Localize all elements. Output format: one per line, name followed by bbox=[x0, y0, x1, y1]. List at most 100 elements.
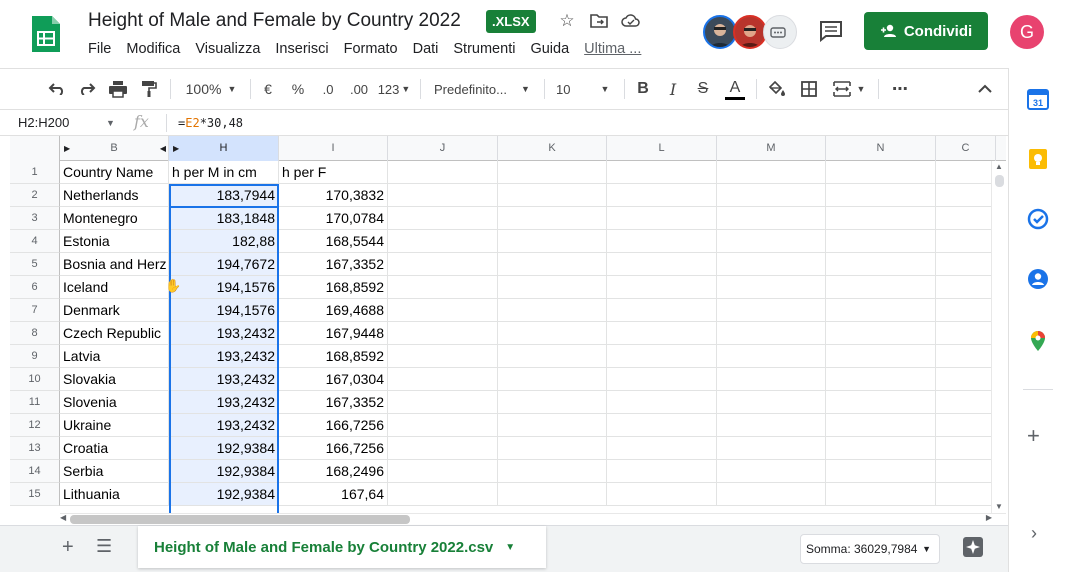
collaborator-avatar[interactable] bbox=[733, 15, 767, 49]
empty-cell[interactable] bbox=[607, 483, 717, 506]
chevron-right-icon[interactable]: › bbox=[1031, 523, 1037, 543]
empty-cell[interactable] bbox=[936, 483, 996, 506]
more-collaborators-icon[interactable] bbox=[763, 15, 797, 49]
empty-cell[interactable] bbox=[388, 161, 498, 184]
account-avatar[interactable]: G bbox=[1010, 15, 1044, 49]
row-header[interactable]: 6 bbox=[10, 276, 60, 299]
scroll-left-arrow-icon[interactable]: ◀ bbox=[60, 513, 67, 522]
row-header[interactable]: 7 bbox=[10, 299, 60, 322]
row-header[interactable]: 4 bbox=[10, 230, 60, 253]
menu-help[interactable]: Guida bbox=[530, 41, 570, 57]
empty-cell[interactable] bbox=[936, 322, 996, 345]
merge-cells-select[interactable]: ▼ bbox=[828, 76, 870, 102]
cell-female-height[interactable]: 170,3832 bbox=[279, 184, 388, 207]
empty-cell[interactable] bbox=[607, 184, 717, 207]
empty-cell[interactable] bbox=[607, 414, 717, 437]
empty-cell[interactable] bbox=[826, 299, 936, 322]
empty-cell[interactable] bbox=[717, 207, 826, 230]
column-header-o[interactable]: C bbox=[936, 136, 996, 161]
empty-cell[interactable] bbox=[498, 345, 607, 368]
hidden-columns-arrow-icon[interactable]: ▶ bbox=[173, 144, 180, 153]
last-edit-link[interactable]: Ultima ... bbox=[584, 41, 642, 57]
cell-male-height[interactable]: 192,9384 bbox=[169, 460, 279, 483]
tasks-icon[interactable] bbox=[1027, 208, 1049, 230]
cell-female-height[interactable]: 168,8592 bbox=[279, 276, 388, 299]
empty-cell[interactable] bbox=[498, 322, 607, 345]
cell-country[interactable]: Slovenia bbox=[60, 391, 169, 414]
cell-male-height[interactable]: 182,88 bbox=[169, 230, 279, 253]
empty-cell[interactable] bbox=[936, 368, 996, 391]
empty-cell[interactable] bbox=[826, 230, 936, 253]
empty-cell[interactable] bbox=[826, 276, 936, 299]
empty-cell[interactable] bbox=[936, 437, 996, 460]
empty-cell[interactable] bbox=[388, 414, 498, 437]
cell-country[interactable]: Bosnia and Herz bbox=[60, 253, 169, 276]
empty-cell[interactable] bbox=[607, 368, 717, 391]
horizontal-scrollbar[interactable]: ◀ ▶ bbox=[60, 513, 1006, 525]
column-header-h[interactable]: ▶ H bbox=[169, 136, 279, 161]
empty-cell[interactable] bbox=[388, 276, 498, 299]
empty-cell[interactable] bbox=[607, 391, 717, 414]
empty-cell[interactable] bbox=[826, 207, 936, 230]
empty-cell[interactable] bbox=[607, 161, 717, 184]
empty-cell[interactable] bbox=[498, 184, 607, 207]
empty-cell[interactable] bbox=[936, 253, 996, 276]
empty-cell[interactable] bbox=[607, 437, 717, 460]
more-options-button[interactable]: ⋯ bbox=[892, 81, 908, 98]
empty-cell[interactable] bbox=[607, 207, 717, 230]
empty-cell[interactable] bbox=[826, 414, 936, 437]
decrease-decimal-button[interactable]: .0 bbox=[322, 81, 334, 97]
row-header[interactable]: 14 bbox=[10, 460, 60, 483]
sheet-tab[interactable]: Height of Male and Female by Country 202… bbox=[138, 526, 546, 568]
empty-cell[interactable] bbox=[717, 391, 826, 414]
chevron-down-icon[interactable]: ▼ bbox=[106, 118, 115, 128]
add-addon-icon[interactable]: + bbox=[1027, 423, 1040, 448]
cell-country[interactable]: Lithuania bbox=[60, 483, 169, 506]
empty-cell[interactable] bbox=[498, 207, 607, 230]
cell-male-height[interactable]: 192,9384 bbox=[169, 483, 279, 506]
column-header-l[interactable]: L bbox=[607, 136, 717, 161]
menu-tools[interactable]: Strumenti bbox=[453, 41, 516, 57]
contacts-icon[interactable] bbox=[1027, 268, 1049, 290]
empty-cell[interactable] bbox=[388, 184, 498, 207]
cell-female-height[interactable]: 168,5544 bbox=[279, 230, 388, 253]
empty-cell[interactable] bbox=[717, 161, 826, 184]
empty-cell[interactable] bbox=[498, 299, 607, 322]
cell-female-height[interactable]: 168,2496 bbox=[279, 460, 388, 483]
cell-country[interactable]: Czech Republic bbox=[60, 322, 169, 345]
empty-cell[interactable] bbox=[498, 253, 607, 276]
empty-cell[interactable] bbox=[936, 207, 996, 230]
column-header-m[interactable]: M bbox=[717, 136, 826, 161]
menu-view[interactable]: Visualizza bbox=[195, 41, 261, 57]
empty-cell[interactable] bbox=[717, 414, 826, 437]
percent-format-button[interactable]: % bbox=[291, 81, 305, 97]
cell-female-height[interactable]: 168,8592 bbox=[279, 345, 388, 368]
sheets-logo-icon[interactable] bbox=[30, 14, 62, 54]
empty-cell[interactable] bbox=[717, 368, 826, 391]
empty-cell[interactable] bbox=[388, 230, 498, 253]
empty-cell[interactable] bbox=[936, 299, 996, 322]
empty-cell[interactable] bbox=[388, 368, 498, 391]
print-icon[interactable] bbox=[106, 76, 130, 102]
scroll-right-arrow-icon[interactable]: ▶ bbox=[985, 513, 992, 522]
cell-country[interactable]: Montenegro bbox=[60, 207, 169, 230]
sum-summary-select[interactable]: Somma: 36029,7984 ▼ bbox=[800, 534, 940, 564]
cell-male-height[interactable]: 193,2432 bbox=[169, 391, 279, 414]
row-header[interactable]: 12 bbox=[10, 414, 60, 437]
select-all-corner[interactable] bbox=[10, 136, 60, 161]
empty-cell[interactable] bbox=[388, 207, 498, 230]
strikethrough-button[interactable]: S bbox=[697, 80, 709, 97]
empty-cell[interactable] bbox=[936, 460, 996, 483]
cell-male-height[interactable]: 193,2432 bbox=[169, 368, 279, 391]
row-header[interactable]: 13 bbox=[10, 437, 60, 460]
column-title-cell[interactable]: h per M in cm bbox=[169, 161, 279, 184]
row-header[interactable]: 10 bbox=[10, 368, 60, 391]
all-sheets-icon[interactable]: ☰ bbox=[96, 536, 113, 556]
cell-male-height[interactable]: 194,1576 bbox=[169, 276, 279, 299]
currency-format-button[interactable]: € bbox=[264, 81, 272, 97]
scroll-up-arrow-icon[interactable]: ▲ bbox=[995, 162, 1003, 171]
empty-cell[interactable] bbox=[498, 414, 607, 437]
cell-female-height[interactable]: 166,7256 bbox=[279, 414, 388, 437]
empty-cell[interactable] bbox=[717, 437, 826, 460]
vertical-scrollbar[interactable]: ▲ ▼ bbox=[991, 161, 1006, 513]
